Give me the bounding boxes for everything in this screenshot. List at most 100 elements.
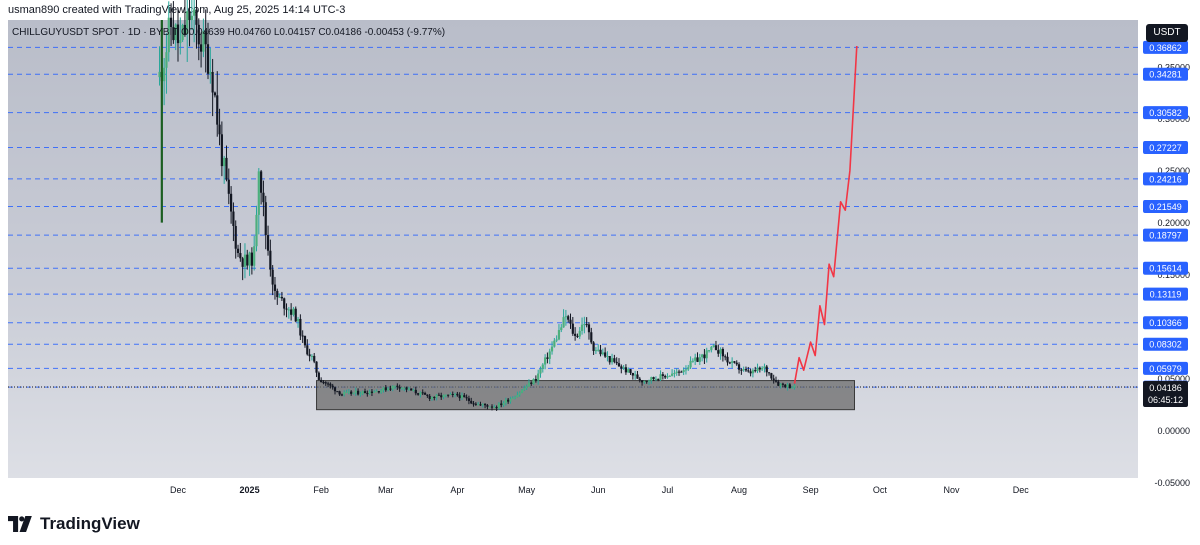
candle-body (280, 296, 283, 299)
candle-body (188, 11, 191, 21)
candle-body (204, 31, 207, 45)
x-tick-label: Nov (943, 485, 960, 495)
candle-body (458, 395, 461, 399)
candle-body (350, 391, 353, 394)
candle-body (283, 298, 286, 309)
x-tick-label: Jun (591, 485, 606, 495)
tradingview-logo[interactable]: TradingView (8, 514, 140, 534)
candle-body (209, 71, 212, 74)
candle-body (255, 214, 258, 247)
candle-body (442, 394, 445, 398)
candle-body (308, 354, 311, 357)
candle-body (539, 368, 542, 374)
candle-body (767, 372, 771, 374)
candle-body (661, 374, 664, 376)
candle-body (511, 398, 514, 400)
candle-body (223, 157, 226, 167)
candle-body (310, 355, 314, 357)
time-axis[interactable] (8, 478, 1138, 498)
candle-body (460, 395, 464, 399)
candle-body (684, 369, 688, 371)
candle-body (322, 382, 325, 384)
current-price-badge (1143, 380, 1188, 407)
candle-body (601, 352, 604, 355)
candle-body (751, 370, 755, 374)
candle-body (544, 357, 547, 365)
candle-body (230, 193, 233, 212)
candle-body (666, 376, 669, 378)
ohlc-change: -0.00453 (-9.77%) (364, 27, 446, 38)
candle-body (483, 403, 487, 406)
candle-body (567, 316, 570, 320)
ohlc-open: O0.04639 (180, 27, 225, 38)
candle-body (691, 360, 694, 362)
candle-body (744, 369, 748, 371)
candle-body (296, 318, 300, 322)
candle-body (670, 373, 674, 376)
candle-body (199, 44, 203, 52)
candle-body (705, 350, 708, 359)
candle-body (213, 92, 217, 96)
currency-unit-button[interactable]: USDT (1146, 24, 1188, 42)
x-tick-label: Dec (1013, 485, 1030, 495)
candle-body (546, 357, 549, 359)
candle-body (486, 405, 489, 407)
y-tick-label: 0.00000 (1157, 426, 1190, 436)
level-price-text: 0.21549 (1149, 202, 1182, 212)
candle-body (721, 348, 724, 357)
candle-body (541, 364, 544, 369)
x-tick-label: Feb (313, 485, 329, 495)
candle-body (465, 397, 468, 399)
candle-body (516, 394, 519, 398)
candle-body (195, 9, 198, 25)
candle-body (548, 351, 551, 359)
candle-body (163, 67, 166, 82)
candle-body (361, 391, 364, 394)
candle-body (606, 356, 609, 358)
candle-body (754, 370, 757, 372)
candle-body (587, 324, 591, 333)
candle-body (761, 367, 764, 370)
level-price-text: 0.36862 (1149, 43, 1182, 53)
candle-body (225, 157, 228, 180)
ohlc-close: C0.04186 (318, 27, 362, 38)
candle-body (629, 369, 632, 373)
candle-body (407, 388, 410, 390)
candle-body (583, 324, 586, 326)
level-price-badge (1143, 287, 1188, 301)
candle-body (560, 327, 563, 331)
candle-body (668, 375, 671, 377)
candle-body (747, 370, 750, 372)
candle-body (594, 350, 598, 352)
symbol-name: CHILLGUYUSDT SPOT · 1D · BYBIT (12, 27, 179, 38)
candle-body (167, 17, 170, 53)
symbol-legend[interactable]: CHILLGUYUSDT SPOT · 1D · BYBIT O0.04639 … (12, 27, 445, 38)
candle-body (306, 345, 309, 355)
candle-body (574, 333, 577, 336)
candle-body (636, 374, 639, 379)
level-price-badge (1143, 261, 1188, 275)
candle-body (174, 24, 177, 41)
candle-body (781, 383, 785, 385)
candle-body (597, 349, 600, 351)
candle-body (592, 342, 595, 351)
candle-body (590, 332, 593, 343)
candle-body (437, 394, 441, 396)
candle-body (340, 394, 344, 396)
candle-body (756, 367, 759, 372)
candle-body (724, 356, 727, 358)
level-price-badge (1143, 106, 1188, 120)
candle-body (326, 383, 330, 385)
candle-body (520, 389, 524, 393)
publish-header: usman890 created with TradingView.com, A… (8, 4, 346, 16)
candle-body (555, 339, 558, 341)
candle-body (472, 403, 475, 405)
price-axis[interactable] (1138, 20, 1200, 498)
candle-body (610, 358, 614, 363)
candle-body (613, 358, 616, 362)
candle-body (737, 364, 741, 370)
chart-pane[interactable] (8, 20, 1138, 498)
candle-body (507, 399, 510, 402)
candle-body (677, 371, 681, 373)
candle-body (638, 378, 641, 381)
